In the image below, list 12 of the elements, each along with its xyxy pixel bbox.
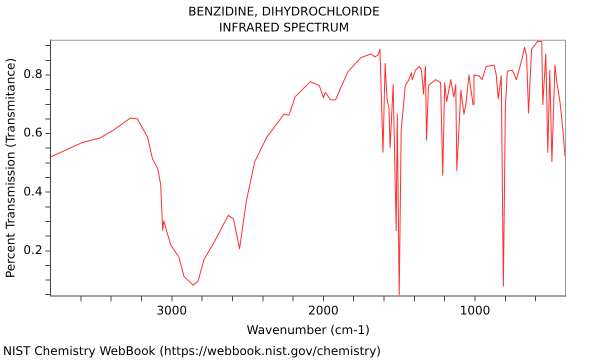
- y-tick-label: 0.6: [23, 126, 42, 140]
- chart-title: BENZIDINE, DIHYDROCHLORIDE: [188, 4, 380, 18]
- y-tick-label: 0.4: [23, 184, 42, 198]
- y-tick-label: 0.8: [23, 67, 42, 82]
- x-tick-label: 3000: [156, 304, 188, 318]
- x-tick-label: 1000: [460, 304, 490, 318]
- y-axis-title: Percent Transmission (Transmitance): [3, 58, 18, 278]
- text: NIST Chemistry WebBook (https://webbook.nist.gov/chemistry): [3, 344, 381, 358]
- x-axis-title: Wavenumber (cm-1): [246, 322, 370, 337]
- x-tick-label: 2000: [308, 304, 339, 318]
- chart-subtitle: INFRARED SPECTRUM: [218, 20, 350, 35]
- y-tick-label: 0.2: [23, 242, 42, 257]
